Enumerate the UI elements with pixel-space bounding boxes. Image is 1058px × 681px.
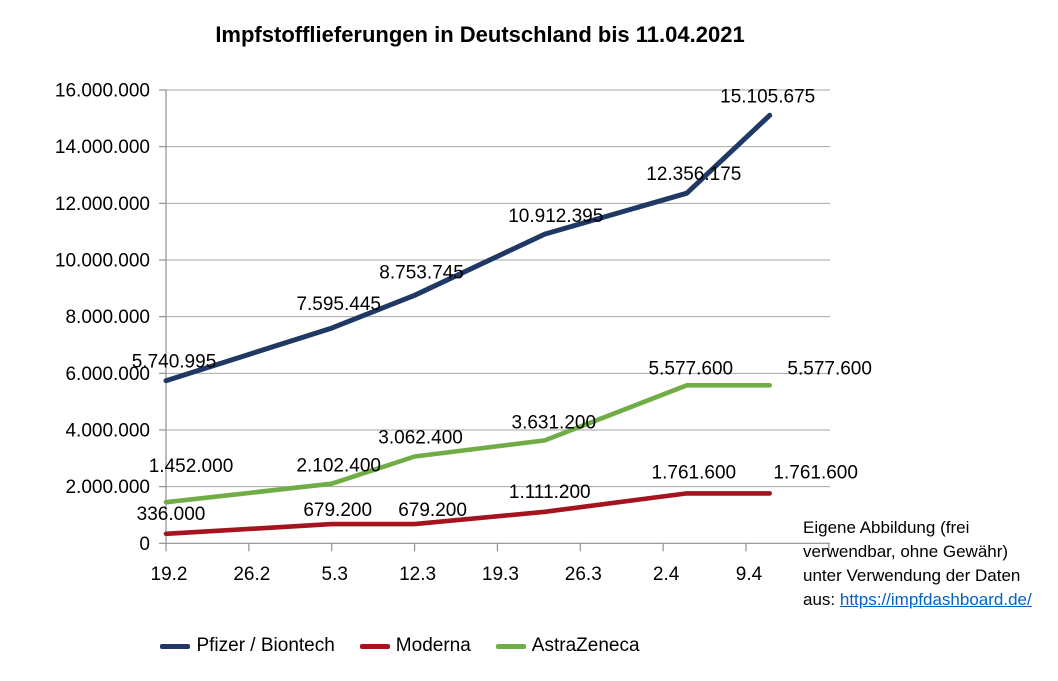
legend-swatch: [495, 643, 526, 649]
x-tick-label: 26.3: [565, 564, 602, 585]
y-tick-label: 6.000.000: [65, 364, 150, 385]
legend-item-moderna: Moderna: [359, 635, 471, 657]
y-tick-label: 4.000.000: [65, 420, 150, 441]
data-label: 7.595.445: [296, 294, 381, 315]
data-label: 3.062.400: [378, 428, 463, 449]
series-lines: [163, 112, 773, 537]
legend-label: Pfizer / Biontech: [196, 635, 335, 656]
series-line-astrazeneca: [163, 382, 773, 505]
source-annotation: Eigene Abbildung (frei verwendbar, ohne …: [803, 516, 1045, 612]
gridlines: [166, 89, 830, 488]
x-tick-label: 12.3: [399, 564, 436, 585]
data-label: 5.577.600: [787, 358, 872, 379]
data-label: 8.753.745: [379, 262, 464, 283]
y-axis: 0 2.000.000 4.000.000 6.000.000 8.000.000 10.…: [55, 81, 167, 555]
x-tick-label: 2.4: [653, 564, 680, 585]
x-tick-label: 19.2: [151, 564, 188, 585]
data-label: 1.761.600: [652, 462, 737, 483]
chart-title: Impfstofflieferungen in Deutschland bis …: [215, 22, 745, 47]
y-tick-label: 12.000.000: [55, 194, 150, 215]
annotation-line-prefix: aus:: [803, 590, 840, 609]
annotation-line: verwendbar, ohne Gewähr): [803, 542, 1009, 561]
legend-item-astrazeneca: AstraZeneca: [495, 635, 640, 657]
y-tick-label: 10.000.000: [55, 250, 150, 271]
data-label: 1.111.200: [509, 482, 591, 503]
data-label: 15.105.675: [720, 86, 815, 107]
y-tick-label: 0: [139, 534, 150, 555]
x-tick-label: 26.2: [233, 564, 270, 585]
data-label: 1.761.600: [773, 462, 858, 483]
series-line-moderna: [163, 491, 773, 537]
data-label: 1.452.000: [149, 456, 234, 477]
data-label: 5.740.995: [132, 352, 217, 373]
data-label: 679.200: [398, 500, 467, 521]
data-label: 10.912.395: [508, 206, 603, 227]
x-axis: 19.2 26.2 5.3 12.3 19.3 26.3 2.4 9.4: [151, 542, 830, 585]
legend-label: AstraZeneca: [531, 635, 640, 656]
data-label: 2.102.400: [296, 456, 381, 477]
data-label: 5.577.600: [649, 358, 734, 379]
x-tick-label: 5.3: [322, 564, 348, 585]
impfdashboard-link[interactable]: https://impfdashboard.de/: [839, 590, 1032, 609]
data-label: 336.000: [137, 504, 206, 525]
data-label: 3.631.200: [512, 412, 597, 433]
legend-label: Moderna: [395, 635, 471, 656]
series-line-pfizer-biontech: [163, 112, 773, 384]
y-tick-label: 2.000.000: [65, 477, 150, 498]
legend: Pfizer / Biontech Moderna AstraZeneca: [0, 631, 800, 661]
annotation-line: unter Verwendung der Daten: [803, 566, 1021, 585]
data-label: 12.356.175: [646, 164, 741, 185]
y-tick-label: 16.000.000: [55, 81, 150, 102]
y-tick-label: 8.000.000: [65, 307, 150, 328]
data-label: 679.200: [303, 500, 372, 521]
x-tick-label: 9.4: [736, 564, 763, 585]
legend-swatch: [160, 643, 191, 649]
x-tick-label: 19.3: [482, 564, 519, 585]
y-tick-label: 14.000.000: [55, 137, 150, 158]
legend-item-pfizer-biontech: Pfizer / Biontech: [160, 635, 335, 657]
legend-swatch: [359, 643, 390, 649]
data-labels: 5.740.995 7.595.445 8.753.745 10.912.395 12.…: [132, 86, 872, 524]
annotation-line: Eigene Abbildung (frei: [803, 518, 970, 537]
